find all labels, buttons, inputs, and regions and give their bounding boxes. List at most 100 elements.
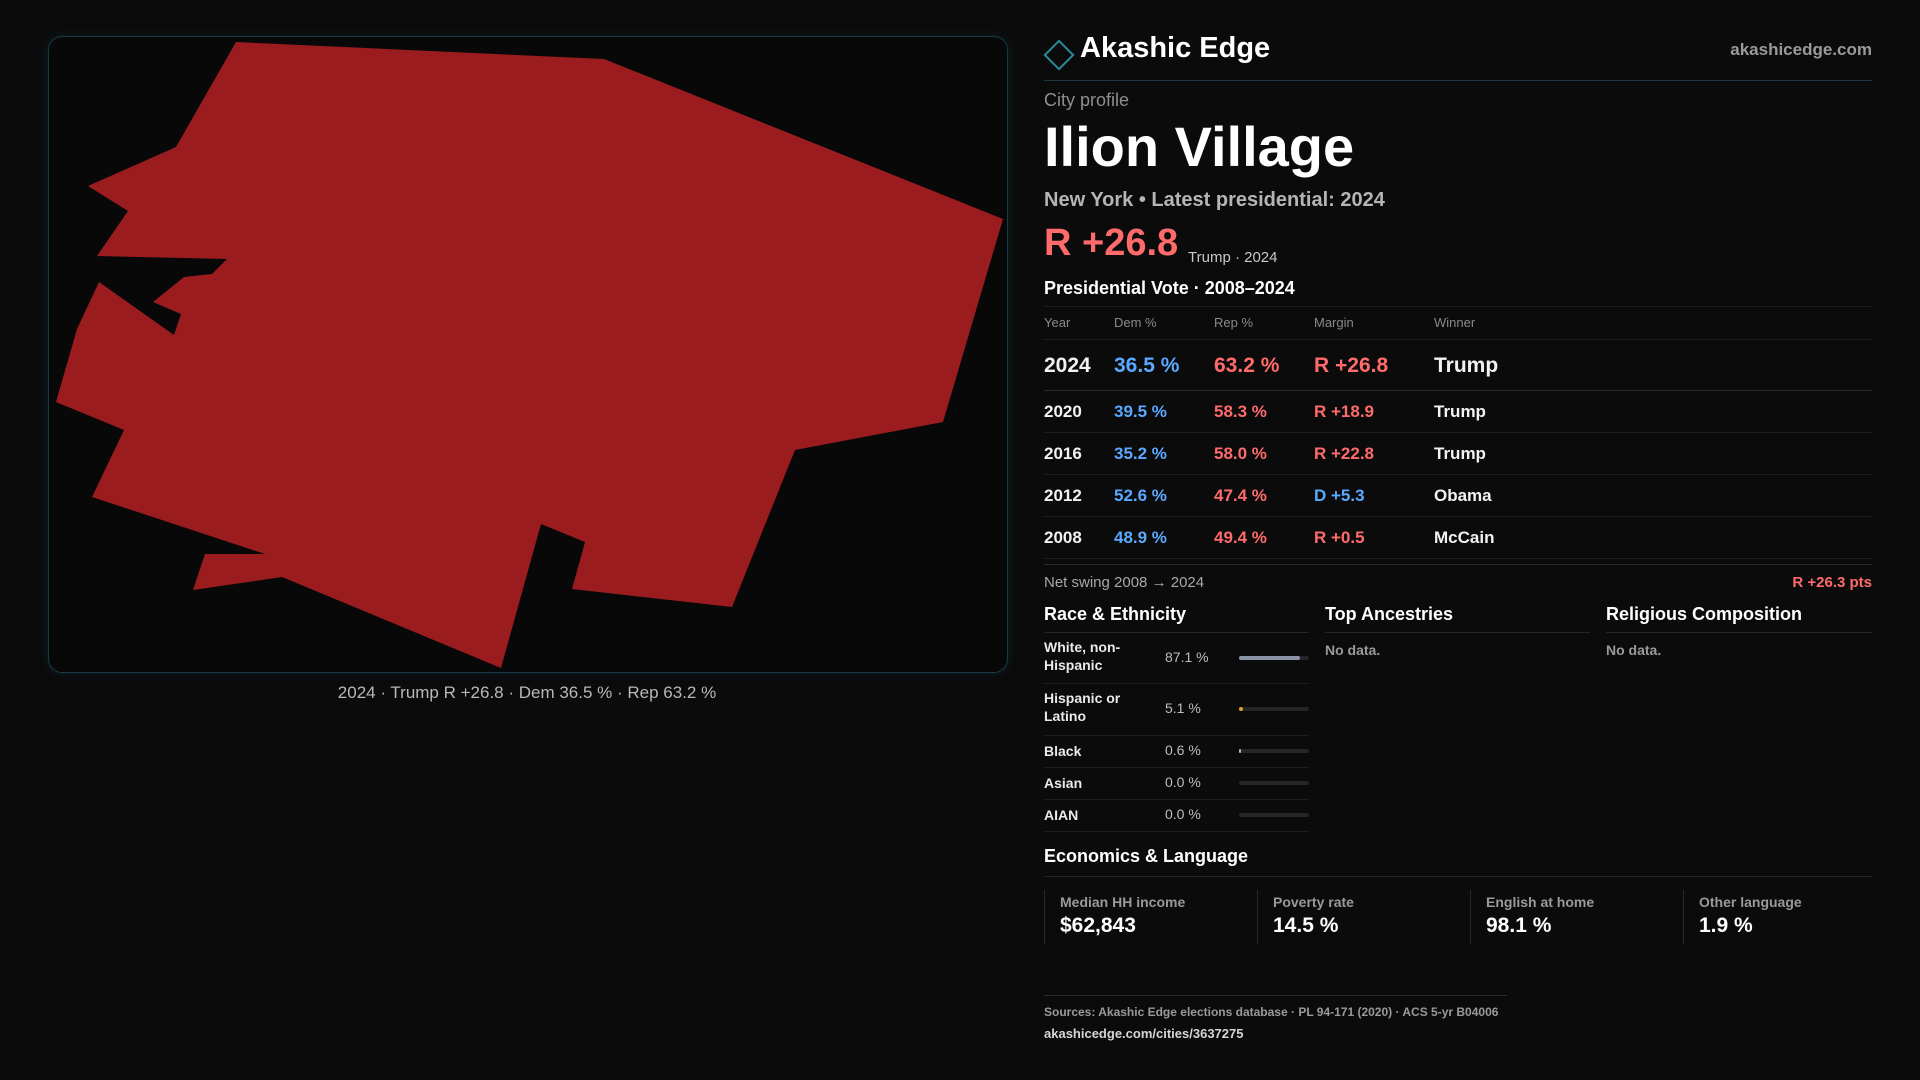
race-ethnicity-section: Race & Ethnicity White, non-Hispanic 87.… — [1044, 598, 1309, 832]
row-winner: Obama — [1434, 486, 1492, 505]
stat-card: Other language 1.9 % — [1683, 890, 1873, 944]
stat-label: Other language — [1699, 894, 1802, 910]
race-label: AIAN — [1044, 807, 1079, 823]
vote-section-title: Presidential Vote · 2008–2024 — [1044, 278, 1295, 298]
race-bar-fill — [1239, 707, 1243, 711]
row-dem: 48.9 % — [1114, 528, 1167, 547]
page-subtitle: New York • Latest presidential: 2024 — [1044, 189, 1385, 211]
row-margin: D +5.3 — [1314, 486, 1365, 505]
ancestries-title: Top Ancestries — [1325, 604, 1454, 624]
table-row: 2012 52.6 % 47.4 % D +5.3 Obama — [1044, 475, 1872, 517]
row-rep: 49.4 % — [1214, 528, 1267, 547]
city-boundary-shape — [56, 42, 1003, 668]
vote-table: Year Dem % Rep % Margin Winner 2024 36.5… — [1044, 306, 1872, 559]
race-value: 0.6 % — [1165, 742, 1201, 758]
row-margin: R +18.9 — [1314, 402, 1375, 421]
race-value: 0.0 % — [1165, 774, 1201, 790]
row-rep: 58.0 % — [1214, 444, 1267, 463]
site-domain[interactable]: akashicedge.com — [1730, 40, 1872, 59]
row-rep: 58.3 % — [1214, 402, 1267, 421]
row-year: 2012 — [1044, 486, 1082, 505]
list-item: Black 0.6 % — [1044, 736, 1309, 768]
stat-card: English at home 98.1 % — [1470, 890, 1683, 944]
religion-header: Religious Composition — [1606, 598, 1872, 633]
net-swing-row: Net swing 2008 → 2024 R +26.3 pts — [1044, 564, 1872, 601]
race-label: Black — [1044, 743, 1082, 759]
list-item: Hispanic or Latino 5.1 % — [1044, 684, 1309, 736]
latest-margin-note: Trump · 2024 — [1188, 249, 1278, 266]
page-title: Ilion Village — [1044, 115, 1355, 178]
vote-table-header: Year Dem % Rep % Margin Winner — [1044, 306, 1872, 340]
religion-title: Religious Composition — [1606, 604, 1802, 624]
economics-header: Economics & Language — [1044, 844, 1872, 877]
race-label: Asian — [1044, 775, 1083, 791]
race-bar — [1239, 781, 1309, 785]
row-dem: 52.6 % — [1114, 486, 1167, 505]
economics-grid: Median HH income $62,843 Poverty rate 14… — [1044, 890, 1872, 944]
header-bar — [1044, 30, 1872, 81]
sources-note: Sources: Akashic Edge elections database… — [1044, 1005, 1499, 1019]
col-margin: Margin — [1314, 315, 1354, 330]
race-bar-fill — [1239, 749, 1241, 753]
row-year: 2016 — [1044, 444, 1082, 463]
row-year: 2024 — [1044, 354, 1091, 377]
row-dem: 36.5 % — [1114, 354, 1180, 377]
religion-empty: No data. — [1606, 642, 1662, 658]
row-year: 2008 — [1044, 528, 1082, 547]
ancestries-section: Top Ancestries No data. — [1325, 598, 1590, 658]
stat-label: Poverty rate — [1273, 894, 1354, 910]
page-kicker: City profile — [1044, 90, 1130, 110]
race-bar-fill — [1239, 656, 1300, 660]
table-row: 2024 36.5 % 63.2 % R +26.8 Trump — [1044, 340, 1872, 391]
row-dem: 35.2 % — [1114, 444, 1167, 463]
col-winner: Winner — [1434, 315, 1476, 330]
race-bar — [1239, 813, 1309, 817]
table-row: 2008 48.9 % 49.4 % R +0.5 McCain — [1044, 517, 1872, 559]
list-item: Asian 0.0 % — [1044, 768, 1309, 800]
race-value: 5.1 % — [1165, 700, 1201, 716]
row-margin: R +26.8 — [1314, 354, 1389, 377]
footer-divider — [1044, 995, 1507, 996]
col-dem: Dem % — [1114, 315, 1157, 330]
stat-card: Median HH income $62,843 — [1044, 890, 1257, 944]
col-year: Year — [1044, 315, 1071, 330]
stat-label: English at home — [1486, 894, 1595, 910]
stat-value: 1.9 % — [1699, 914, 1753, 937]
race-value: 87.1 % — [1165, 649, 1209, 665]
latest-margin: R +26.8 — [1044, 222, 1179, 264]
brand-name[interactable]: Akashic Edge — [1080, 32, 1271, 64]
row-dem: 39.5 % — [1114, 402, 1167, 421]
row-winner: Trump — [1434, 354, 1499, 377]
row-margin: R +0.5 — [1314, 528, 1365, 547]
stat-value: 14.5 % — [1273, 914, 1339, 937]
boundary-map[interactable] — [48, 36, 1008, 673]
row-margin: R +22.8 — [1314, 444, 1375, 463]
stat-value: $62,843 — [1060, 914, 1136, 937]
list-item: White, non-Hispanic 87.1 % — [1044, 633, 1309, 684]
row-winner: Trump — [1434, 402, 1486, 421]
race-bar — [1239, 656, 1309, 660]
race-value: 0.0 % — [1165, 806, 1201, 822]
row-winner: Trump — [1434, 444, 1486, 463]
race-bar — [1239, 749, 1309, 753]
row-rep: 63.2 % — [1214, 354, 1280, 377]
page-url[interactable]: akashicedge.com/cities/3637275 — [1044, 1026, 1244, 1041]
table-row: 2016 35.2 % 58.0 % R +22.8 Trump — [1044, 433, 1872, 475]
col-rep: Rep % — [1214, 315, 1254, 330]
race-label: Hispanic or Latino — [1044, 690, 1121, 725]
race-label: White, non-Hispanic — [1044, 639, 1121, 673]
row-rep: 47.4 % — [1214, 486, 1267, 505]
stat-card: Poverty rate 14.5 % — [1257, 890, 1470, 944]
net-swing-label: Net swing 2008 → 2024 — [1044, 574, 1205, 591]
stat-value: 98.1 % — [1486, 914, 1552, 937]
list-item: AIAN 0.0 % — [1044, 800, 1309, 832]
race-bar — [1239, 707, 1309, 711]
race-header: Race & Ethnicity — [1044, 598, 1309, 633]
ancestries-empty: No data. — [1325, 642, 1381, 658]
religion-section: Religious Composition No data. — [1606, 598, 1872, 658]
table-row: 2020 39.5 % 58.3 % R +18.9 Trump — [1044, 391, 1872, 433]
row-winner: McCain — [1434, 528, 1495, 547]
economics-title: Economics & Language — [1044, 846, 1249, 866]
net-swing-value: R +26.3 pts — [1792, 574, 1872, 591]
map-caption: 2024 · Trump R +26.8 · Dem 36.5 % · Rep … — [337, 683, 717, 702]
